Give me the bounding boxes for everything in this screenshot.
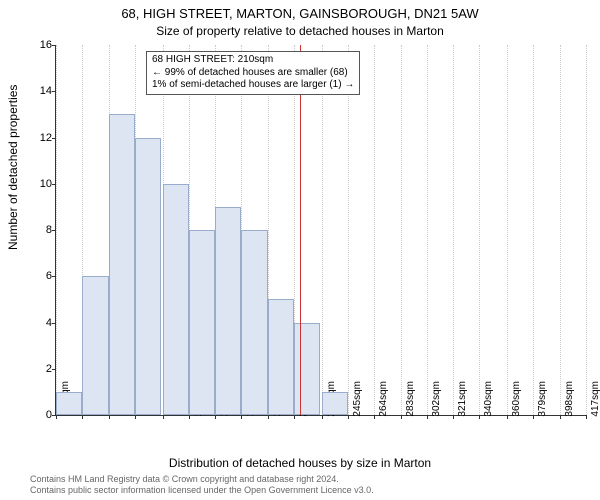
annot-line1: 68 HIGH STREET: 210sqm <box>152 54 354 67</box>
histogram-bar <box>109 114 135 415</box>
x-tick-mark <box>215 415 216 419</box>
x-tick-mark <box>56 415 57 419</box>
gridline-v <box>56 45 57 415</box>
y-tick-mark <box>52 369 56 370</box>
gridline-v <box>507 45 508 415</box>
y-tick-label: 4 <box>32 317 52 329</box>
y-tick-label: 12 <box>32 132 52 144</box>
x-tick-label: 417sqm <box>590 381 600 421</box>
x-tick-mark <box>189 415 190 419</box>
gridline-v <box>560 45 561 415</box>
x-tick-mark <box>427 415 428 419</box>
x-tick-mark <box>507 415 508 419</box>
histogram-bar <box>215 207 241 415</box>
x-tick-mark <box>82 415 83 419</box>
gridline-v <box>322 45 323 415</box>
gridline-v <box>427 45 428 415</box>
gridline-v <box>479 45 480 415</box>
y-tick-label: 16 <box>32 39 52 51</box>
x-tick-label: 302sqm <box>431 381 442 421</box>
x-tick-label: 379sqm <box>537 381 548 421</box>
x-tick-mark <box>294 415 295 419</box>
annot-line3: 1% of semi-detached houses are larger (1… <box>152 79 354 92</box>
y-tick-label: 8 <box>32 224 52 236</box>
gridline-v <box>401 45 402 415</box>
x-tick-mark <box>109 415 110 419</box>
annot-line2: ← 99% of detached houses are smaller (68… <box>152 67 354 80</box>
x-tick-label: 398sqm <box>564 381 575 421</box>
y-tick-label: 2 <box>32 363 52 375</box>
histogram-bar <box>268 299 294 415</box>
chart-subtitle: Size of property relative to detached ho… <box>0 24 600 38</box>
y-tick-label: 14 <box>32 85 52 97</box>
x-tick-label: 245sqm <box>352 381 363 421</box>
footer-line2: Contains public sector information licen… <box>30 485 374 496</box>
x-tick-label: 321sqm <box>457 381 468 421</box>
histogram-bar <box>56 392 82 415</box>
y-axis-label: Number of detached properties <box>6 85 20 250</box>
y-tick-mark <box>52 323 56 324</box>
x-tick-mark <box>135 415 136 419</box>
footer-text: Contains HM Land Registry data © Crown c… <box>30 474 374 496</box>
reference-line <box>300 45 301 415</box>
x-tick-label: 264sqm <box>378 381 389 421</box>
gridline-v <box>533 45 534 415</box>
annotation-box: 68 HIGH STREET: 210sqm← 99% of detached … <box>146 51 360 95</box>
histogram-bar <box>322 392 348 415</box>
x-tick-mark <box>163 415 164 419</box>
gridline-v <box>348 45 349 415</box>
x-axis-label: Distribution of detached houses by size … <box>0 456 600 470</box>
y-tick-mark <box>52 91 56 92</box>
x-tick-mark <box>453 415 454 419</box>
histogram-bar <box>241 230 267 415</box>
footer-line1: Contains HM Land Registry data © Crown c… <box>30 474 374 485</box>
y-tick-label: 6 <box>32 270 52 282</box>
x-tick-mark <box>241 415 242 419</box>
y-tick-mark <box>52 45 56 46</box>
x-tick-label: 283sqm <box>405 381 416 421</box>
x-tick-label: 360sqm <box>511 381 522 421</box>
plot-area: 34sqm53sqm72sqm91sqm111sqm130sqm149sqm16… <box>55 45 586 416</box>
x-tick-label: 340sqm <box>483 381 494 421</box>
x-tick-mark <box>348 415 349 419</box>
histogram-bar <box>189 230 215 415</box>
histogram-bar <box>82 276 108 415</box>
y-tick-label: 0 <box>32 409 52 421</box>
chart-title: 68, HIGH STREET, MARTON, GAINSBOROUGH, D… <box>0 6 600 21</box>
histogram-bar <box>163 184 189 415</box>
x-tick-mark <box>586 415 587 419</box>
y-tick-mark <box>52 276 56 277</box>
x-tick-mark <box>322 415 323 419</box>
x-tick-mark <box>268 415 269 419</box>
gridline-v <box>374 45 375 415</box>
y-tick-label: 10 <box>32 178 52 190</box>
x-tick-mark <box>374 415 375 419</box>
x-tick-mark <box>533 415 534 419</box>
y-tick-mark <box>52 184 56 185</box>
x-tick-mark <box>560 415 561 419</box>
histogram-bar <box>135 138 161 416</box>
y-tick-mark <box>52 230 56 231</box>
x-tick-mark <box>401 415 402 419</box>
y-tick-mark <box>52 415 56 416</box>
y-tick-mark <box>52 138 56 139</box>
gridline-v <box>586 45 587 415</box>
gridline-v <box>453 45 454 415</box>
histogram-bar <box>294 323 320 416</box>
x-tick-mark <box>479 415 480 419</box>
chart-container: 68, HIGH STREET, MARTON, GAINSBOROUGH, D… <box>0 0 600 500</box>
